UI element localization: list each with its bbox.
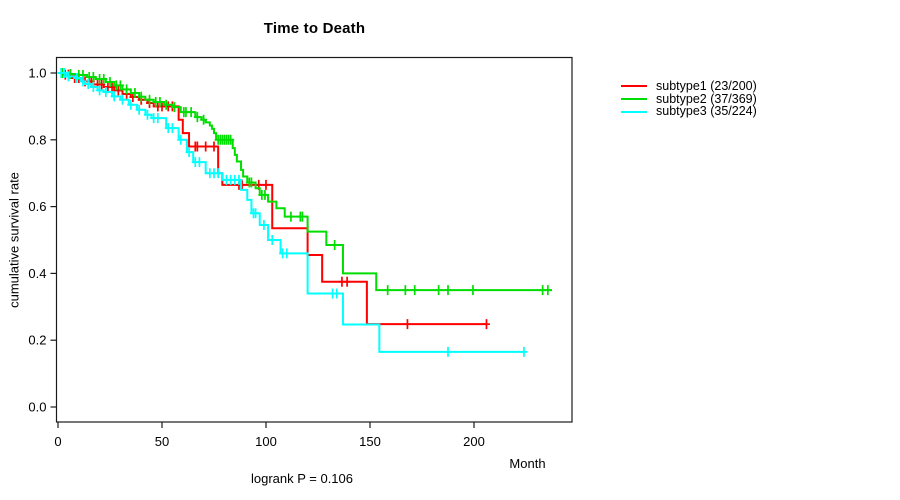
x-tick-label: 200 [463,434,485,449]
y-tick-label: 0.2 [28,333,46,348]
logrank-annotation: logrank P = 0.106 [250,471,354,486]
x-tick-label: 100 [255,434,277,449]
legend-label-subtype3: subtype3 (35/224) [656,104,757,119]
legend-item-subtype1: subtype1 (23/200) [621,80,757,93]
y-tick-label: 1.0 [28,66,46,81]
legend-label-subtype2: subtype2 (37/369) [656,91,757,106]
legend-label-subtype1: subtype1 (23/200) [656,79,757,93]
legend-item-subtype3: subtype3 (35/224) [621,105,757,118]
x-tick-label: 50 [155,434,169,449]
x-tick-label: 150 [359,434,381,449]
x-tick-label: 0 [54,434,61,449]
censor-marks-2 [58,68,552,296]
legend-item-subtype2: subtype2 (37/369) [621,91,757,106]
plot-box [55,56,573,423]
x-axis-title: Month [509,456,546,471]
y-tick-label: 0.6 [28,199,46,214]
y-tick-label: 0.8 [28,132,46,147]
legend-line-sample-subtype1 [621,85,647,88]
legend: subtype1 (23/200) subtype2 (37/369) subt… [621,80,757,118]
y-axis-title: cumulative survival rate [6,172,22,308]
y-tick-label: 0.4 [28,266,46,281]
km-curve-1 [58,72,487,326]
censor-marks-3 [57,68,528,357]
y-tick-label: 0.0 [28,400,46,415]
legend-line-sample-subtype2 [621,98,647,101]
chart-title: Time to Death [263,20,366,37]
legend-line-sample-subtype3 [621,110,647,113]
